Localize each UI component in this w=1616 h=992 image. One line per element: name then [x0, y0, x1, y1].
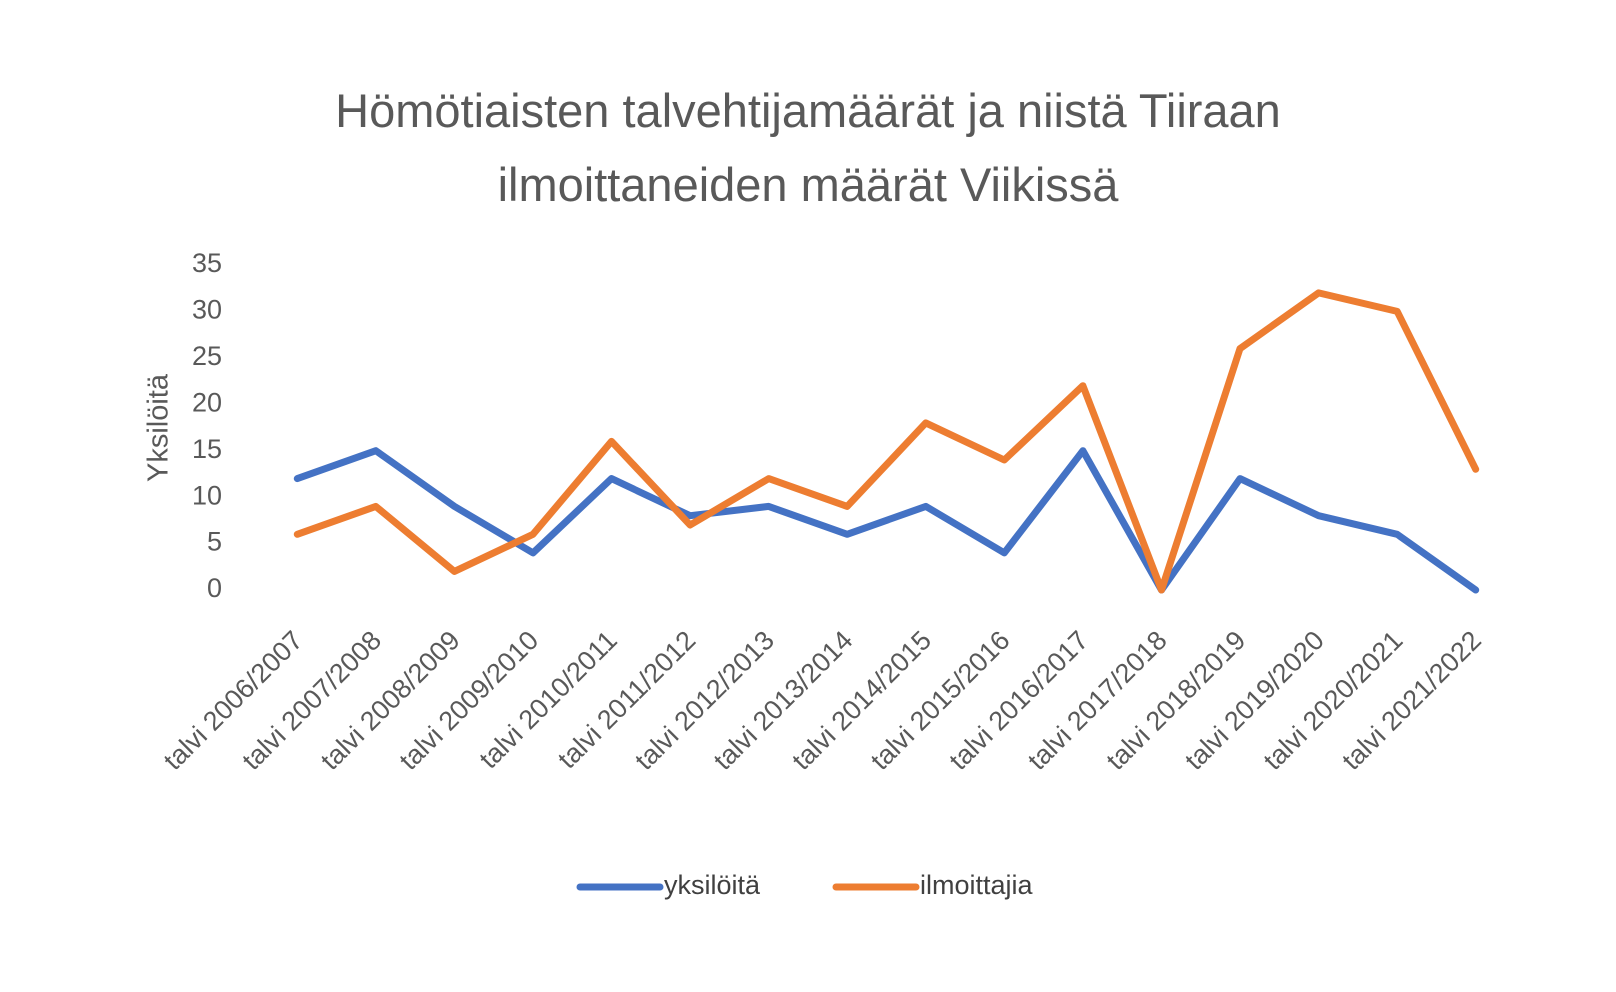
x-tick-label: talvi 2017/2018	[1022, 625, 1173, 776]
chart-title-line-2: ilmoittaneiden määrät Viikissä	[498, 158, 1120, 211]
x-tick-label: talvi 2015/2016	[865, 625, 1016, 776]
y-tick-label: 10	[192, 480, 222, 510]
x-tick-label: talvi 2014/2015	[786, 625, 937, 776]
y-axis-ticks: 0 5 10 15 20 25 30 35	[192, 248, 222, 603]
series-lines	[293, 289, 1480, 594]
x-tick-label: talvi 2006/2007	[158, 625, 309, 776]
x-tick-label: talvi 2009/2010	[394, 625, 545, 776]
x-tick-label: talvi 2007/2008	[236, 625, 387, 776]
chart-title-line-1: Hömötiaisten talvehtijamäärät ja niistä …	[335, 84, 1281, 137]
y-tick-label: 0	[207, 573, 222, 603]
x-tick-label: talvi 2019/2020	[1179, 625, 1330, 776]
x-tick-label: talvi 2012/2013	[629, 625, 780, 776]
x-tick-label: talvi 2018/2019	[1101, 625, 1252, 776]
series-line-yksiloita	[293, 447, 1480, 594]
y-axis-title-group: Yksilöitä	[143, 373, 175, 482]
x-tick-label: talvi 2013/2014	[708, 625, 859, 776]
x-tick-label: talvi 2016/2017	[943, 625, 1094, 776]
y-tick-label: 5	[207, 527, 222, 557]
y-tick-label: 25	[192, 341, 222, 371]
series-line-ilmoittajia	[293, 289, 1480, 594]
x-tick-label: talvi 2011/2012	[552, 625, 701, 774]
legend-label: ilmoittajia	[920, 870, 1034, 900]
y-tick-label: 35	[192, 248, 222, 278]
legend-label: yksilöitä	[664, 870, 761, 900]
y-tick-label: 30	[192, 295, 222, 325]
legend: yksilöitä ilmoittajia	[576, 870, 1034, 900]
x-tick-label: talvi 2010/2011	[474, 625, 623, 774]
y-tick-label: 20	[192, 387, 222, 417]
x-tick-label: talvi 2020/2021	[1258, 625, 1409, 776]
y-tick-label: 15	[192, 434, 222, 464]
x-tick-label: talvi 2008/2009	[315, 625, 466, 776]
x-tick-label: talvi 2021/2022	[1336, 625, 1487, 776]
y-axis-title: Yksilöitä	[143, 373, 175, 482]
